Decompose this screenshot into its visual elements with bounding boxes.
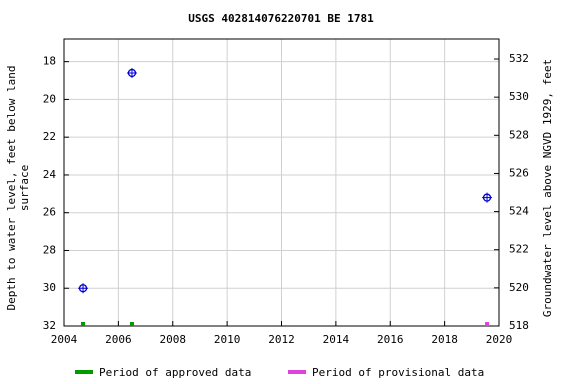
legend-label: Period of provisional data [312,366,484,379]
data-point [78,283,89,294]
x-tick-label: 2004 [51,333,78,346]
y2-tick-label: 518 [509,319,529,332]
x-tick-label: 2020 [486,333,513,346]
x-tick-label: 2006 [105,333,132,346]
y-tick-label: 22 [43,130,56,143]
y-tick-label: 18 [43,55,56,68]
period-marker [129,322,134,326]
period-marker [81,322,86,326]
data-point [482,192,493,203]
y-tick-label: 30 [43,281,56,294]
x-tick-label: 2008 [160,333,187,346]
y2-tick-label: 524 [509,205,529,218]
y2-axis-label: Groundwater level above NGVD 1929, feet [541,59,554,317]
y2-tick-label: 530 [509,90,529,103]
y2-tick-label: 520 [509,281,529,294]
chart-title: USGS 402814076220701 BE 1781 [188,12,374,25]
y-tick-label: 28 [43,243,56,256]
y-tick-label: 26 [43,206,56,219]
x-tick-label: 2014 [323,333,350,346]
plot-frame [63,38,500,327]
x-tick-label: 2012 [268,333,295,346]
y-axis-label: surface [18,165,31,211]
y-tick-label: 32 [43,319,56,332]
x-tick-label: 2018 [431,333,458,346]
data-point [126,67,137,78]
period-marker [485,322,490,326]
y2-tick-label: 532 [509,52,529,65]
x-tick-label: 2010 [214,333,241,346]
y2-tick-label: 528 [509,128,529,141]
y2-tick-label: 522 [509,243,529,256]
x-tick-label: 2016 [377,333,404,346]
y-tick-label: 20 [43,92,56,105]
legend-label: Period of approved data [99,366,251,379]
y-axis-label: Depth to water level, feet below land [5,65,18,310]
y2-tick-label: 526 [509,166,529,179]
y-tick-label: 24 [43,168,57,181]
